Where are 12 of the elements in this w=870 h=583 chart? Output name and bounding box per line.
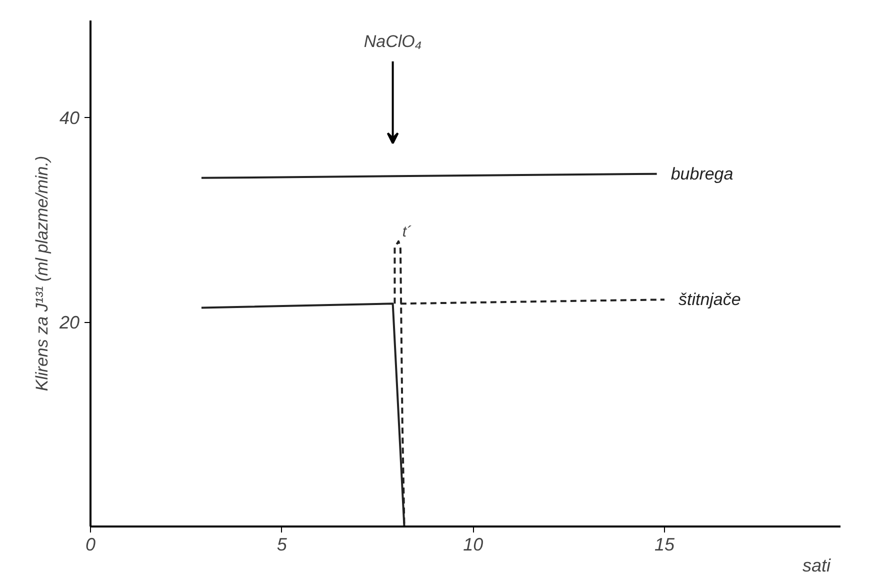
x-tick-label: 15: [654, 534, 676, 554]
series-label: štitnjače: [678, 290, 741, 310]
x-tick-label: 0: [85, 534, 96, 554]
x-axis-title: sati: [802, 556, 832, 576]
x-tick-label: 10: [463, 534, 484, 554]
x-tick-label: 5: [276, 534, 288, 554]
annotation: t´: [402, 223, 412, 240]
series-label: bubrega: [670, 164, 734, 184]
y-axis-title: Klirens za J¹³¹ (ml plazme/min.): [32, 156, 52, 392]
annotation: NaClO₄: [364, 32, 422, 52]
y-tick-label: 40: [59, 108, 80, 128]
y-tick-label: 20: [58, 312, 80, 333]
